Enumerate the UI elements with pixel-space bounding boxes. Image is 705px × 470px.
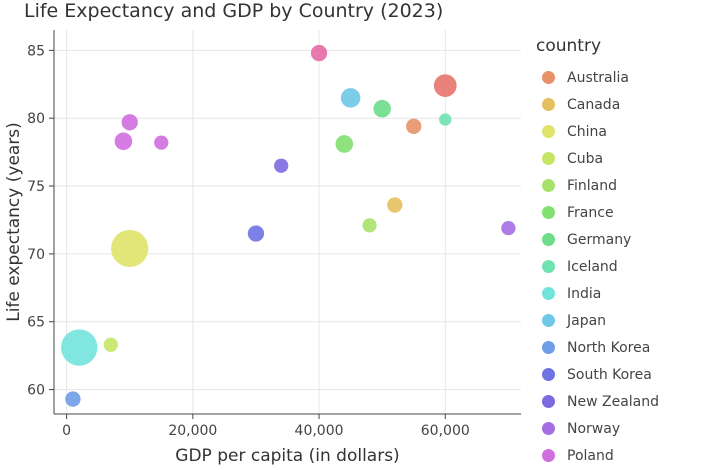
legend-item[interactable]: Poland	[536, 442, 659, 469]
legend-label: Iceland	[567, 258, 618, 275]
legend-marker	[542, 341, 555, 354]
legend-label: Finland	[567, 177, 618, 194]
data-point	[433, 74, 457, 97]
data-point	[373, 99, 391, 118]
legend-label: Cuba	[567, 150, 604, 167]
legend-item[interactable]: Iceland	[536, 253, 659, 280]
legend-label: France	[567, 204, 614, 221]
legend-label: North Korea	[567, 339, 651, 356]
legend-marker	[542, 125, 555, 138]
data-point	[335, 135, 354, 153]
legend-marker	[542, 314, 555, 327]
legend-marker	[542, 152, 555, 165]
legend-item[interactable]: New Zealand	[536, 388, 659, 415]
legend-item[interactable]: North Korea	[536, 334, 659, 361]
y-tick-label: 65	[27, 315, 45, 331]
legend-marker	[542, 233, 555, 246]
data-point	[501, 220, 516, 236]
data-point	[387, 197, 403, 213]
legend-item[interactable]: India	[536, 280, 659, 307]
y-axis-title: Life expectancy (years)	[4, 122, 24, 322]
legend-marker	[542, 206, 555, 219]
data-points	[61, 44, 516, 407]
y-tick-label: 60	[27, 383, 45, 399]
y-tick-label: 80	[27, 111, 45, 127]
x-axis-title: GDP per capita (in dollars)	[175, 446, 399, 466]
legend-marker	[542, 368, 555, 381]
legend-item[interactable]: China	[536, 118, 659, 145]
legend-item[interactable]: France	[536, 199, 659, 226]
chart-title: Life Expectancy and GDP by Country (2023…	[24, 0, 444, 22]
legend-label: South Korea	[567, 366, 652, 383]
data-point	[103, 337, 118, 352]
legend-label: India	[567, 285, 602, 302]
y-tick-label: 75	[27, 179, 45, 195]
data-point	[111, 229, 149, 268]
legend-item[interactable]: Germany	[536, 226, 659, 253]
legend-item[interactable]: South Korea	[536, 361, 659, 388]
legend-item[interactable]: Japan	[536, 307, 659, 334]
legend-label: Poland	[567, 447, 614, 464]
data-point	[114, 132, 133, 151]
legend-label: Japan	[567, 312, 607, 329]
axes: 0 20,000 40,000 60,000 60 65 70 75 80 85	[27, 30, 521, 439]
legend-items: Australia Canada China Cuba Finland France Ger…	[536, 64, 659, 469]
legend-label: Canada	[567, 96, 621, 113]
legend-marker	[542, 98, 555, 111]
y-tick-label: 70	[27, 247, 45, 263]
data-point	[154, 135, 169, 150]
legend-item[interactable]: Norway	[536, 415, 659, 442]
data-point	[439, 113, 452, 126]
y-tick-label: 85	[27, 43, 45, 59]
legend-item[interactable]: Australia	[536, 64, 659, 91]
legend-marker	[542, 395, 555, 408]
legend-item[interactable]: Canada	[536, 91, 659, 118]
data-point	[65, 391, 81, 407]
data-point	[274, 158, 289, 173]
legend-marker	[542, 260, 555, 273]
data-point	[362, 218, 377, 233]
data-point	[406, 118, 422, 134]
legend-label: Germany	[567, 231, 632, 248]
legend-item[interactable]: Finland	[536, 172, 659, 199]
legend-label: China	[567, 123, 607, 140]
legend-label: Australia	[567, 69, 629, 86]
legend-marker	[542, 287, 555, 300]
legend-title: country	[536, 36, 602, 56]
x-tick-label: 60,000	[421, 423, 470, 439]
data-point	[340, 88, 361, 108]
x-tick-label: 40,000	[295, 423, 344, 439]
data-point	[121, 114, 138, 131]
data-point	[310, 44, 328, 62]
legend-marker	[542, 71, 555, 84]
legend-marker	[542, 179, 555, 192]
x-tick-label: 0	[62, 423, 71, 439]
legend: country Australia Canada China Cuba Finland F…	[536, 36, 659, 469]
legend-marker	[542, 449, 555, 462]
data-point	[247, 225, 265, 242]
data-point	[61, 329, 98, 366]
legend-label: Norway	[567, 420, 621, 437]
legend-marker	[542, 422, 555, 435]
x-tick-label: 20,000	[168, 423, 217, 439]
legend-item[interactable]: Cuba	[536, 145, 659, 172]
legend-label: New Zealand	[567, 393, 659, 410]
